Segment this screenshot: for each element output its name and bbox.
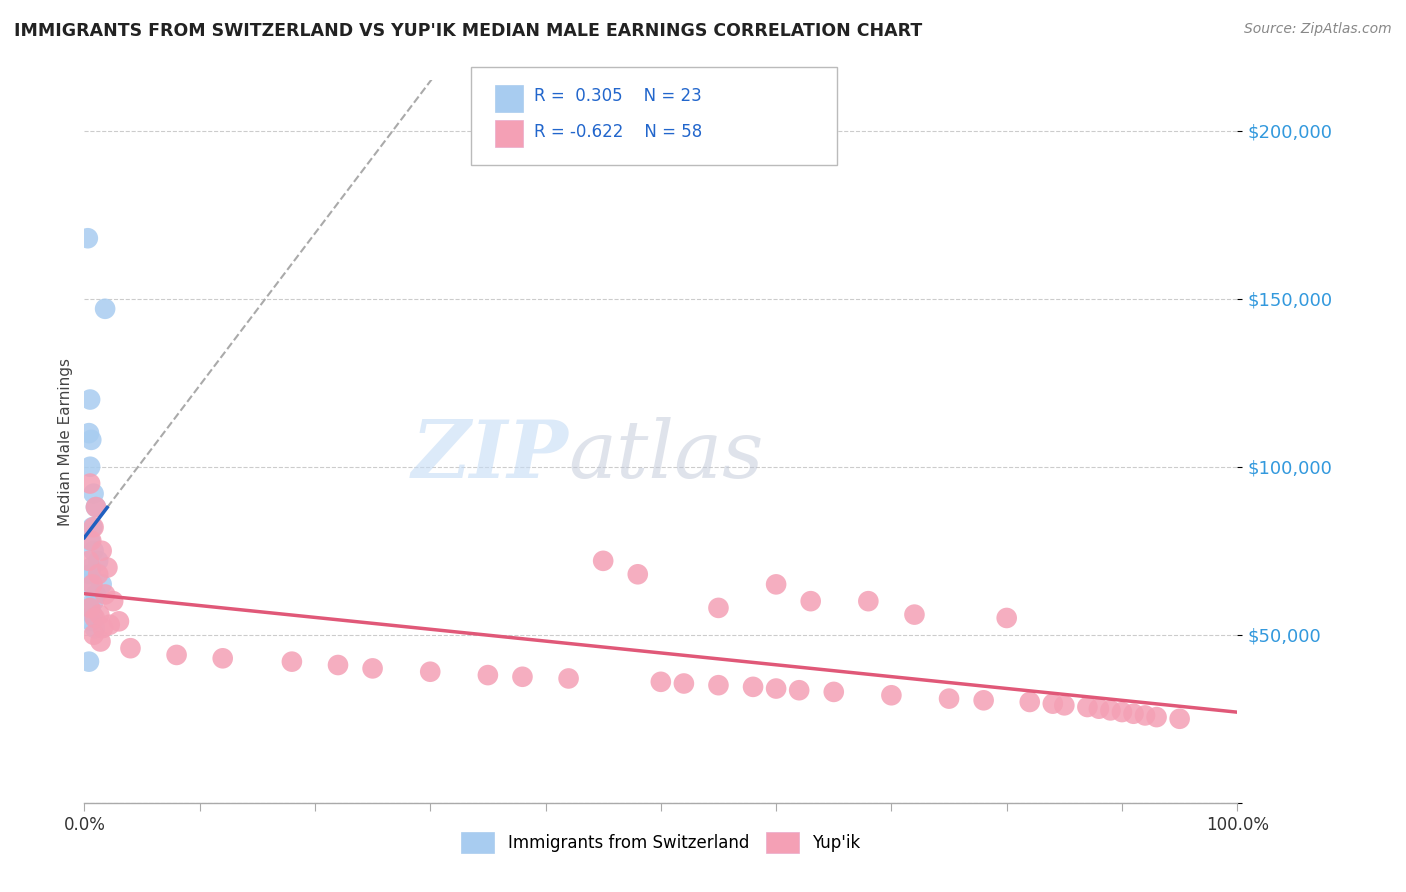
- Legend: Immigrants from Switzerland, Yup'ik: Immigrants from Switzerland, Yup'ik: [454, 826, 868, 860]
- Text: R =  0.305    N = 23: R = 0.305 N = 23: [534, 87, 702, 105]
- Point: [903, 607, 925, 622]
- Y-axis label: Median Male Earnings: Median Male Earnings: [58, 358, 73, 525]
- Point: [1042, 697, 1064, 711]
- Point: [77, 577, 100, 591]
- Point: [77, 554, 100, 568]
- Point: [83, 628, 105, 642]
- Point: [77, 426, 100, 441]
- Point: [419, 665, 441, 679]
- Point: [94, 301, 117, 316]
- Point: [787, 683, 810, 698]
- Point: [84, 587, 107, 601]
- Point: [973, 693, 995, 707]
- Point: [83, 543, 105, 558]
- Point: [94, 587, 117, 601]
- Point: [79, 476, 101, 491]
- Point: [82, 607, 104, 622]
- Point: [1133, 708, 1156, 723]
- Point: [1018, 695, 1040, 709]
- Point: [1122, 706, 1144, 721]
- Text: IMMIGRANTS FROM SWITZERLAND VS YUP'IK MEDIAN MALE EARNINGS CORRELATION CHART: IMMIGRANTS FROM SWITZERLAND VS YUP'IK ME…: [14, 22, 922, 40]
- Point: [1146, 710, 1168, 724]
- Point: [672, 676, 695, 690]
- Text: atlas: atlas: [568, 417, 763, 495]
- Point: [880, 688, 903, 702]
- Point: [765, 577, 787, 591]
- Point: [82, 577, 104, 591]
- Point: [79, 533, 101, 548]
- Point: [83, 520, 105, 534]
- Point: [90, 543, 112, 558]
- Point: [80, 433, 103, 447]
- Point: [82, 520, 104, 534]
- Point: [281, 655, 304, 669]
- Point: [512, 670, 534, 684]
- Point: [84, 500, 107, 514]
- Point: [80, 560, 103, 574]
- Point: [557, 672, 579, 686]
- Point: [995, 611, 1018, 625]
- Point: [1168, 712, 1191, 726]
- Point: [707, 678, 730, 692]
- Point: [87, 554, 110, 568]
- Point: [211, 651, 233, 665]
- Point: [76, 231, 98, 245]
- Point: [83, 611, 105, 625]
- Point: [77, 655, 100, 669]
- Point: [1099, 703, 1122, 717]
- Point: [84, 500, 107, 514]
- Point: [89, 634, 111, 648]
- Point: [361, 661, 384, 675]
- Point: [91, 621, 114, 635]
- Point: [83, 486, 105, 500]
- Point: [765, 681, 787, 696]
- Point: [938, 691, 960, 706]
- Point: [79, 600, 101, 615]
- Text: Source: ZipAtlas.com: Source: ZipAtlas.com: [1244, 22, 1392, 37]
- Point: [326, 658, 349, 673]
- Text: ZIP: ZIP: [412, 417, 568, 495]
- Point: [166, 648, 188, 662]
- Point: [1076, 700, 1098, 714]
- Point: [1088, 702, 1111, 716]
- Point: [1053, 698, 1076, 713]
- Point: [707, 600, 730, 615]
- Point: [108, 615, 131, 629]
- Point: [650, 674, 672, 689]
- Point: [858, 594, 880, 608]
- Point: [800, 594, 823, 608]
- Point: [120, 641, 142, 656]
- Point: [477, 668, 499, 682]
- Point: [823, 685, 845, 699]
- Point: [83, 621, 105, 635]
- Point: [80, 533, 103, 548]
- Point: [83, 594, 105, 608]
- Point: [627, 567, 650, 582]
- Point: [90, 577, 112, 591]
- Point: [96, 560, 118, 574]
- Point: [89, 607, 111, 622]
- Point: [79, 600, 101, 615]
- Point: [79, 392, 101, 407]
- Point: [103, 594, 124, 608]
- Point: [98, 617, 121, 632]
- Text: R = -0.622    N = 58: R = -0.622 N = 58: [534, 123, 703, 141]
- Point: [592, 554, 614, 568]
- Point: [80, 615, 103, 629]
- Point: [87, 567, 110, 582]
- Point: [742, 680, 765, 694]
- Point: [79, 567, 101, 582]
- Point: [79, 459, 101, 474]
- Point: [1111, 705, 1133, 719]
